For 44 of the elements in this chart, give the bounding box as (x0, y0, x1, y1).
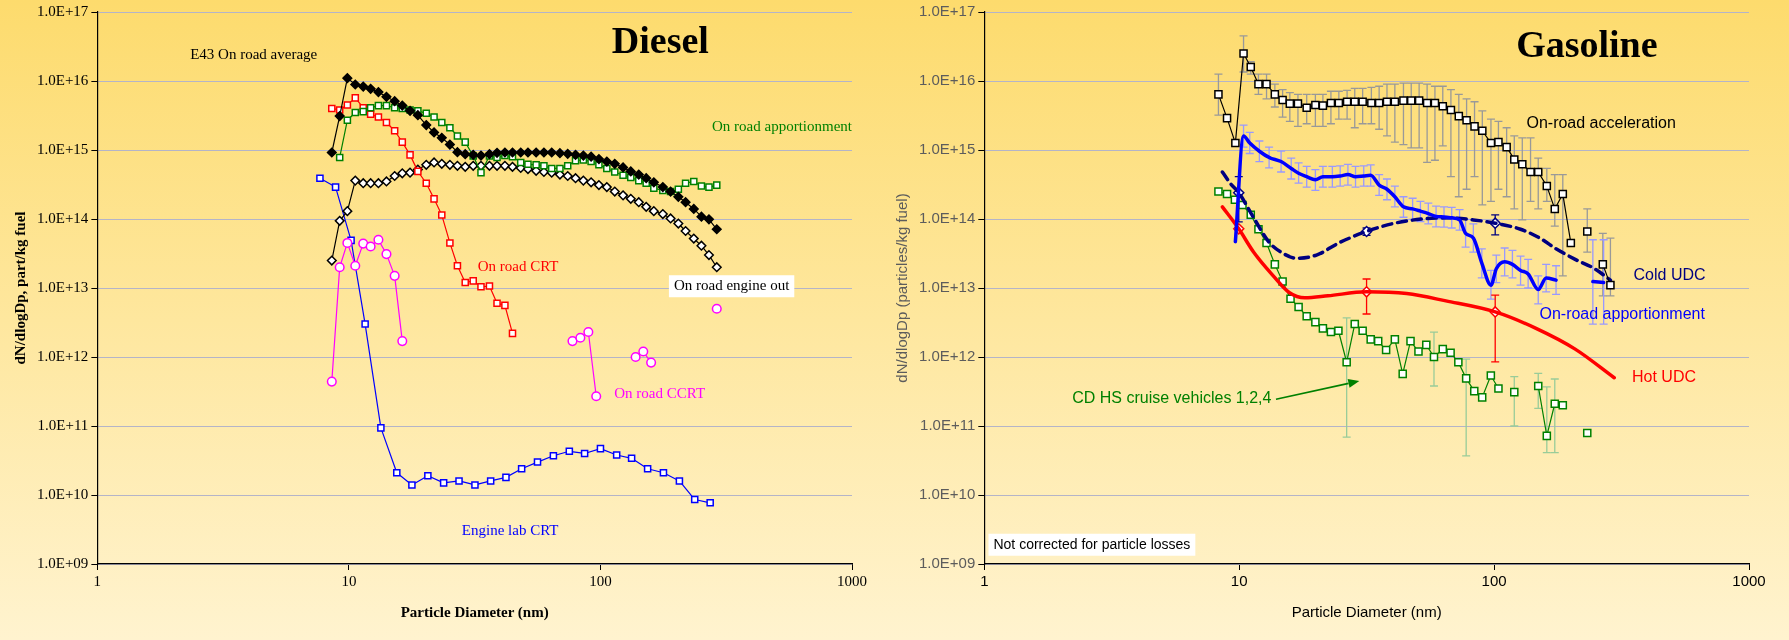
y-tick-label: 1.0E+17 (918, 2, 976, 20)
series-label: On-road apportionment (1539, 305, 1706, 323)
x-axis-title: Particle Diameter (nm) (400, 603, 549, 621)
text: E43 On road average (190, 45, 318, 62)
y-tick-label: 1.0E+13 (918, 278, 976, 296)
chart-title: Diesel (611, 18, 709, 61)
x-tick-label: 1 (980, 572, 989, 590)
y-tick-label: 1.0E+16 (918, 71, 976, 89)
series-label: On road CRT (477, 257, 559, 274)
y-tick-label: 1.0E+11 (37, 416, 89, 433)
y-axis-title: dN/dlogDp, part/kg fuel (11, 211, 28, 365)
annotation: Not corrected for particle losses (993, 535, 1191, 552)
text: Engine lab CRT (461, 521, 559, 538)
x-tick-label: 1000 (1732, 572, 1766, 590)
x-tick-label: 10 (1230, 572, 1248, 590)
text: On road apportionment (712, 117, 853, 134)
y-tick-label: 1.0E+14 (918, 209, 976, 227)
y-tick-label: 1.0E+10 (37, 485, 89, 502)
x-tick-label: 10 (341, 572, 357, 589)
x-tick-label: 100 (1481, 572, 1507, 590)
y-tick-label: 1.0E+17 (37, 2, 89, 19)
y-tick-label: 1.0E+09 (37, 554, 89, 571)
series-label: Hot UDC (1632, 367, 1697, 385)
x-tick-label: 1 (93, 572, 102, 589)
y-axis-title: dN/dlogDp (particles/kg fuel) (893, 193, 911, 383)
series-label: On road CCRT (614, 384, 706, 401)
x-tick-label: 1000 (837, 572, 867, 589)
y-tick-label: 1.0E+09 (918, 554, 976, 572)
legend-label: CD HS cruise vehicles 1,2,4 (1072, 389, 1272, 407)
y-tick-label: 1.0E+13 (37, 278, 89, 295)
y-tick-label: 1.0E+12 (918, 347, 976, 365)
y-tick-label: 1.0E+11 (920, 416, 976, 434)
series-label: On-road acceleration (1526, 113, 1676, 131)
x-axis-title: Particle Diameter (nm) (1291, 603, 1442, 621)
y-tick-label: 1.0E+15 (37, 140, 89, 157)
y-tick-label: 1.0E+14 (37, 209, 89, 226)
x-tick-label: 100 (589, 572, 612, 589)
y-tick-label: 1.0E+15 (918, 140, 976, 158)
y-tick-label: 1.0E+12 (37, 347, 89, 364)
series-label: On road engine out (673, 277, 791, 294)
series-label: Cold UDC (1633, 265, 1706, 283)
chart-title: Gasoline (1516, 22, 1658, 65)
y-tick-label: 1.0E+16 (37, 71, 89, 88)
y-tick-label: 1.0E+10 (918, 485, 976, 503)
